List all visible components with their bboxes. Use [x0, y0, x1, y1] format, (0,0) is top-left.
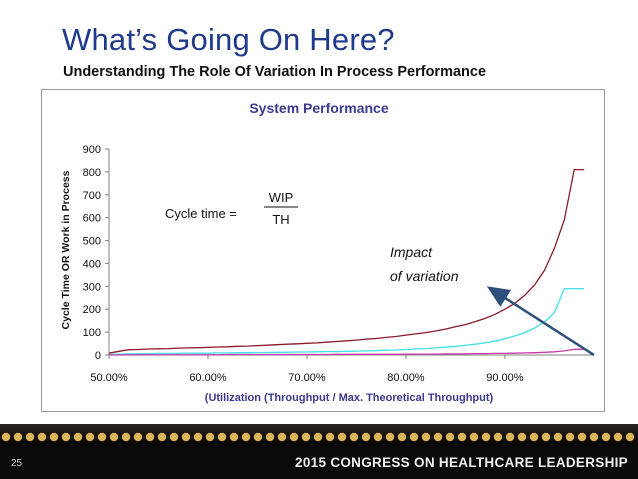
x-tick-label: 70.00% — [288, 372, 326, 384]
marquee-bulb — [37, 432, 47, 442]
marquee-bulb — [553, 432, 563, 442]
marquee-bulb — [109, 432, 119, 442]
marquee-bulb — [385, 432, 395, 442]
marquee-bulb — [313, 432, 323, 442]
marquee-bulb — [625, 432, 635, 442]
marquee-bulb — [481, 432, 491, 442]
chart-title: System Performance — [249, 100, 389, 116]
marquee-bulb — [505, 432, 515, 442]
marquee-lights-decoration — [1, 432, 635, 442]
x-tick-label: 60.00% — [189, 372, 227, 384]
x-tick-label: 90.00% — [486, 372, 524, 384]
series-layer — [108, 168, 585, 356]
marquee-bulb — [589, 432, 599, 442]
marquee-bulb — [529, 432, 539, 442]
marquee-bulb — [73, 432, 83, 442]
marquee-bulb — [421, 432, 431, 442]
chart-axes: 0 100 200 300 400 500 600 700 800 900 50.00% 60.00%… — [83, 144, 594, 384]
y-axis-label: Cycle Time OR Work in Process — [60, 170, 72, 329]
marquee-bulb — [277, 432, 287, 442]
marquee-bulb — [469, 432, 479, 442]
marquee-bulb — [541, 432, 551, 442]
y-tick-label: 500 — [83, 236, 101, 248]
formula-label: Cycle time = — [165, 206, 237, 221]
marquee-bulb — [325, 432, 335, 442]
marquee-bulb — [85, 432, 95, 442]
series-line-3 — [109, 348, 585, 356]
y-tick-label: 100 — [83, 327, 101, 339]
marquee-bulb — [493, 432, 503, 442]
marquee-bulb — [13, 432, 23, 442]
marquee-bulb — [577, 432, 587, 442]
marquee-bulb — [133, 432, 143, 442]
marquee-bulb — [157, 432, 167, 442]
impact-label-line2: of variation — [390, 268, 459, 284]
x-tick-label: 80.00% — [387, 372, 425, 384]
marquee-bulb — [97, 432, 107, 442]
marquee-bulb — [169, 432, 179, 442]
marquee-bulb — [49, 432, 59, 442]
marquee-bulb — [265, 432, 275, 442]
page-number: 25 — [11, 458, 23, 469]
y-tick-label: 600 — [83, 213, 101, 225]
marquee-bulb — [289, 432, 299, 442]
marquee-bulb — [349, 432, 359, 442]
marquee-bulb — [397, 432, 407, 442]
marquee-bulb — [217, 432, 227, 442]
y-tick-label: 700 — [83, 190, 101, 202]
congress-footer-label: 2015 CONGRESS ON HEALTHCARE LEADERSHIP — [295, 455, 628, 470]
y-tick-label: 900 — [83, 144, 101, 156]
marquee-bulb — [433, 432, 443, 442]
marquee-bulb — [61, 432, 71, 442]
marquee-bulb — [601, 432, 611, 442]
marquee-bulb — [361, 432, 371, 442]
marquee-bulb — [373, 432, 383, 442]
y-tick-label: 0 — [95, 350, 101, 362]
marquee-bulb — [457, 432, 467, 442]
marquee-bulb — [1, 432, 11, 442]
y-tick-label: 200 — [83, 304, 101, 316]
marquee-bulb — [241, 432, 251, 442]
chart-frame — [41, 89, 605, 412]
marquee-bulb — [25, 432, 35, 442]
marquee-bulb — [229, 432, 239, 442]
marquee-bulb — [301, 432, 311, 442]
series-line-2 — [108, 287, 585, 356]
series-line-1 — [108, 168, 585, 354]
impact-label-line1: Impact — [390, 244, 433, 260]
y-tick-label: 800 — [83, 167, 101, 179]
marquee-bulb — [517, 432, 527, 442]
system-performance-chart: System Performance Cycle Time OR Work in… — [60, 100, 595, 404]
marquee-bulb — [205, 432, 215, 442]
marquee-bulb — [565, 432, 575, 442]
x-tick-label: 50.00% — [90, 372, 128, 384]
y-tick-label: 400 — [83, 258, 101, 270]
marquee-bulb — [181, 432, 191, 442]
impact-arrow — [486, 286, 595, 357]
marquee-bulb — [145, 432, 155, 442]
marquee-bulb — [253, 432, 263, 442]
formula-denominator: TH — [272, 212, 289, 227]
marquee-bulb — [613, 432, 623, 442]
slide-title: What’s Going On Here? — [62, 22, 395, 57]
marquee-bulb — [193, 432, 203, 442]
y-tick-label: 300 — [83, 281, 101, 293]
marquee-bulb — [121, 432, 131, 442]
x-axis-label: (Utilization (Throughput / Max. Theoreti… — [205, 392, 494, 404]
slide-subtitle: Understanding The Role Of Variation In P… — [63, 64, 487, 80]
formula-numerator: WIP — [269, 190, 294, 205]
marquee-bulb — [445, 432, 455, 442]
marquee-bulb — [337, 432, 347, 442]
marquee-bulb — [409, 432, 419, 442]
